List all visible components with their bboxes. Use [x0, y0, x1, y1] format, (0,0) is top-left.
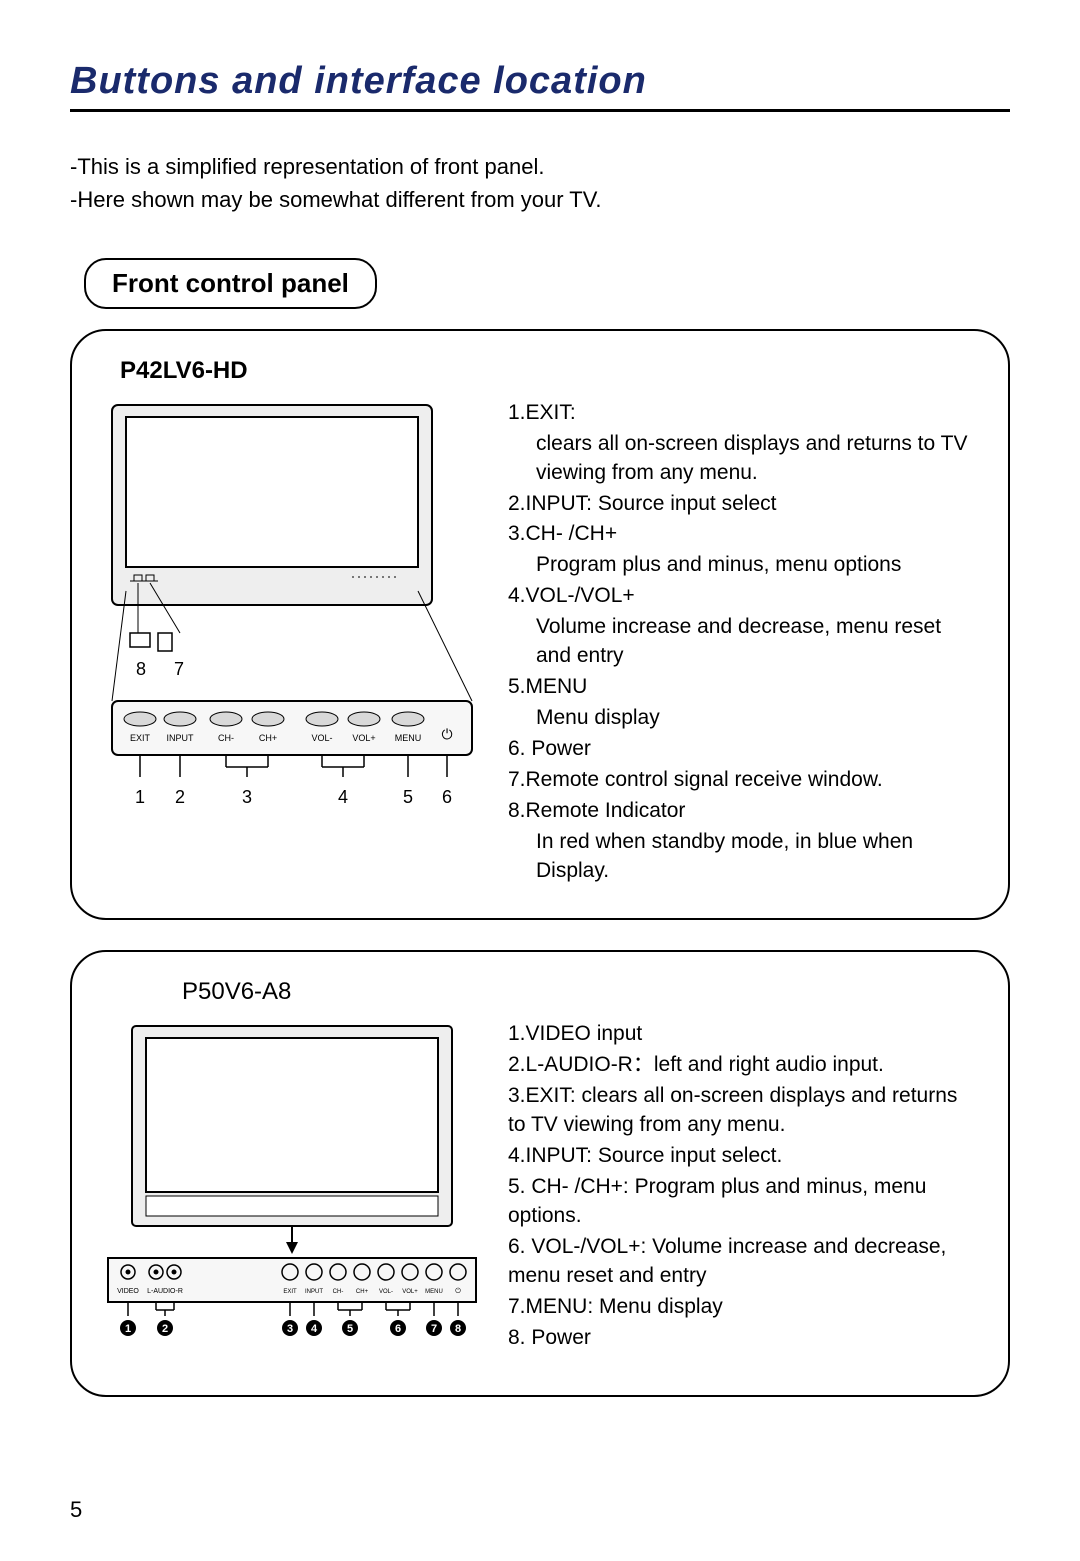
desc1-l3: 3.CH- /CH+ — [508, 520, 978, 549]
desc2-l7: 8. Power — [508, 1324, 978, 1353]
diagram-2: VIDEO L-AUDIO-R EXIT INPUT CH- CH+ V — [102, 1020, 482, 1365]
num-5: 5 — [403, 787, 413, 807]
desc1-l8: Menu display — [508, 704, 978, 733]
intro-line-2: -Here shown may be somewhat different fr… — [70, 185, 1010, 216]
b2-input: INPUT — [305, 1289, 323, 1295]
desc1-l12: In red when standby mode, in blue when D… — [508, 828, 978, 886]
callout-8: 8 — [136, 659, 146, 679]
num-3: 3 — [242, 787, 252, 807]
diagram-1: 8 7 ⏻ EXIT INPU — [102, 399, 482, 844]
desc1-l10: 7.Remote control signal receive window. — [508, 766, 978, 795]
power-icon: ⏻ — [441, 726, 452, 742]
btn-label-exit: EXIT — [130, 733, 151, 743]
p2-n4: 4 — [311, 1323, 318, 1335]
desc2-l4: 5. CH- /CH+: Program plus and minus, men… — [508, 1173, 978, 1231]
desc2-l1: 2.L-AUDIO-R：left and right audio input. — [508, 1051, 978, 1080]
desc-list-2: 1.VIDEO input 2.L-AUDIO-R：left and right… — [508, 1020, 978, 1355]
num-4: 4 — [338, 787, 348, 807]
panel-p42lv6: P42LV6-HD 8 7 — [70, 329, 1010, 921]
desc1-l9: 6. Power — [508, 735, 978, 764]
btn-label-menu: MENU — [395, 733, 422, 743]
num-1: 1 — [135, 787, 145, 807]
num-2: 2 — [175, 787, 185, 807]
desc2-l2: 3.EXIT: clears all on-screen displays an… — [508, 1082, 978, 1140]
p2-n8: 8 — [455, 1323, 461, 1335]
desc1-l1: clears all on-screen displays and return… — [508, 430, 978, 488]
desc2-l0: 1.VIDEO input — [508, 1020, 978, 1049]
btn-label-chm: CH- — [218, 733, 234, 743]
desc2-l3: 4.INPUT: Source input select. — [508, 1142, 978, 1171]
jack-label-audio: L-AUDIO-R — [147, 1288, 183, 1295]
jack-label-video: VIDEO — [117, 1288, 139, 1295]
p2-n2: 2 — [162, 1323, 168, 1335]
tv-diagram-svg-1: 8 7 ⏻ EXIT INPU — [102, 399, 482, 839]
desc1-l2: 2.INPUT: Source input select — [508, 490, 978, 519]
desc1-l4: Program plus and minus, menu options — [508, 551, 978, 580]
desc-list-1: 1.EXIT: clears all on-screen displays an… — [508, 399, 978, 889]
b2-exit: EXIT — [283, 1289, 297, 1295]
page-title: Buttons and interface location — [70, 60, 1010, 112]
b2-volp: VOL+ — [402, 1289, 418, 1295]
desc1-l5: 4.VOL-/VOL+ — [508, 582, 978, 611]
b2-power-icon: ⏻ — [455, 1287, 461, 1295]
desc2-l5: 6. VOL-/VOL+: Volume increase and decrea… — [508, 1233, 978, 1291]
p2-n6: 6 — [395, 1323, 401, 1335]
btn-label-chp: CH+ — [259, 733, 277, 743]
subhead-front-control-panel: Front control panel — [84, 258, 377, 309]
desc1-l0: 1.EXIT: — [508, 399, 978, 428]
tv-diagram-svg-2: VIDEO L-AUDIO-R EXIT INPUT CH- CH+ V — [102, 1020, 482, 1360]
num-6: 6 — [442, 787, 452, 807]
btn-label-volm: VOL- — [311, 733, 332, 743]
intro-text: -This is a simplified representation of … — [70, 152, 1010, 216]
model-label-1: P42LV6-HD — [120, 357, 978, 385]
b2-chm: CH- — [333, 1289, 344, 1295]
callout-7: 7 — [174, 659, 184, 679]
p2-n1: 1 — [125, 1323, 131, 1335]
btn-label-input: INPUT — [167, 733, 195, 743]
desc1-l6: Volume increase and decrease, menu reset… — [508, 613, 978, 671]
desc2-l6: 7.MENU: Menu display — [508, 1293, 978, 1322]
desc1-l7: 5.MENU — [508, 673, 978, 702]
p2-n3: 3 — [287, 1323, 293, 1335]
p2-n7: 7 — [431, 1323, 437, 1335]
model-label-2: P50V6-A8 — [182, 978, 978, 1006]
b2-chp: CH+ — [356, 1289, 369, 1295]
btn-label-volp: VOL+ — [352, 733, 375, 743]
panel-p50v6: P50V6-A8 VIDEO L-AUDIO-R — [70, 950, 1010, 1397]
intro-line-1: -This is a simplified representation of … — [70, 152, 1010, 183]
b2-menu: MENU — [425, 1289, 443, 1295]
p2-n5: 5 — [347, 1323, 353, 1335]
page-number: 5 — [70, 1497, 82, 1523]
desc1-l11: 8.Remote Indicator — [508, 797, 978, 826]
b2-volm: VOL- — [379, 1289, 393, 1295]
